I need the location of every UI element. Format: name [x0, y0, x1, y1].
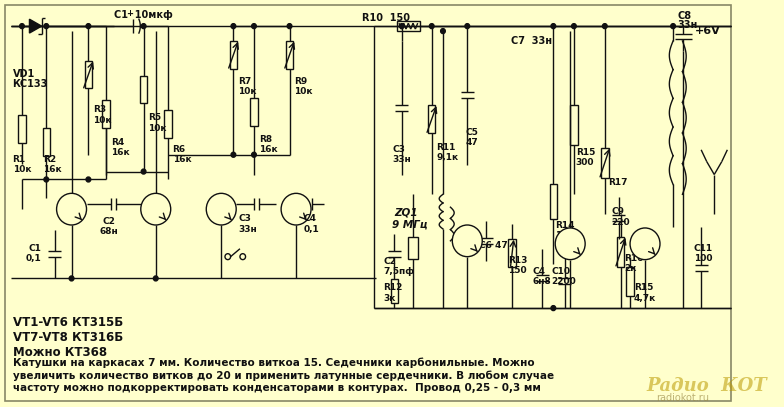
- Text: C9
220: C9 220: [612, 207, 630, 227]
- Text: R15
300: R15 300: [575, 148, 595, 167]
- Circle shape: [630, 228, 660, 260]
- Text: R4
16к: R4 16к: [111, 138, 129, 158]
- Circle shape: [671, 24, 676, 28]
- Bar: [18, 115, 26, 143]
- Circle shape: [602, 24, 607, 28]
- Bar: [397, 21, 419, 31]
- Bar: [601, 148, 608, 177]
- Text: 33н: 33н: [678, 20, 698, 30]
- Text: C6 47: C6 47: [478, 241, 507, 250]
- Text: увеличить количество витков до 20 и применить латунные сердечники. В любом случа: увеличить количество витков до 20 и прим…: [13, 370, 554, 381]
- Text: C3
33н: C3 33н: [238, 214, 257, 234]
- Bar: [509, 239, 516, 267]
- Text: C10
2200: C10 2200: [551, 267, 576, 286]
- Circle shape: [287, 24, 292, 28]
- Text: R14
100к: R14 100к: [555, 221, 580, 241]
- Circle shape: [551, 306, 556, 311]
- Circle shape: [441, 28, 445, 33]
- Bar: [140, 76, 147, 103]
- Text: C2
68н: C2 68н: [100, 217, 118, 236]
- Text: R8
16к: R8 16к: [259, 135, 278, 154]
- Text: R17: R17: [608, 177, 628, 186]
- Bar: [230, 41, 237, 69]
- Polygon shape: [30, 19, 42, 33]
- Text: R7
10к: R7 10к: [238, 77, 256, 96]
- Bar: [391, 279, 397, 303]
- Text: R13
150: R13 150: [509, 256, 528, 275]
- Circle shape: [206, 193, 236, 225]
- Text: C3
33н: C3 33н: [393, 145, 411, 164]
- Circle shape: [86, 177, 91, 182]
- Bar: [286, 41, 293, 69]
- Text: Катушки на каркасах 7 мм. Количество виткоа 15. Седечники карбонильные. Можно: Катушки на каркасах 7 мм. Количество вит…: [13, 358, 534, 368]
- Circle shape: [141, 24, 146, 28]
- Text: C1
0,1: C1 0,1: [26, 244, 42, 263]
- Text: C2
7,5пф: C2 7,5пф: [383, 257, 414, 276]
- Circle shape: [551, 24, 556, 28]
- Text: R12
3к: R12 3к: [383, 283, 402, 303]
- Circle shape: [240, 254, 245, 260]
- Circle shape: [56, 193, 86, 225]
- Circle shape: [252, 152, 256, 157]
- Text: R16
2к: R16 2к: [624, 254, 644, 273]
- Bar: [550, 184, 557, 219]
- Text: C5
47: C5 47: [466, 128, 478, 147]
- Circle shape: [225, 254, 230, 260]
- Text: Радио  КОТ: Радио КОТ: [647, 377, 768, 395]
- Circle shape: [400, 24, 404, 28]
- Text: R15
4,7к: R15 4,7к: [633, 283, 656, 303]
- Circle shape: [141, 193, 171, 225]
- Text: +6V: +6V: [695, 26, 720, 36]
- Circle shape: [465, 24, 470, 28]
- Text: R3
10к: R3 10к: [93, 105, 111, 125]
- Circle shape: [69, 276, 74, 281]
- Bar: [103, 101, 110, 128]
- Bar: [617, 237, 624, 267]
- Bar: [626, 267, 633, 296]
- Bar: [42, 128, 50, 156]
- Bar: [428, 105, 435, 133]
- Bar: [570, 105, 578, 145]
- Text: radiokot.ru: radiokot.ru: [656, 393, 710, 403]
- Text: C4
0,1: C4 0,1: [303, 214, 319, 234]
- Text: ZQ1: ZQ1: [394, 207, 418, 217]
- Text: КС133: КС133: [13, 79, 48, 89]
- Bar: [250, 98, 258, 126]
- Circle shape: [281, 193, 311, 225]
- Text: VT1-VT6 КТ315Б
VT7-VT8 КТ316Б
Можно КТ368: VT1-VT6 КТ315Б VT7-VT8 КТ316Б Можно КТ36…: [13, 316, 123, 359]
- Circle shape: [231, 152, 236, 157]
- Text: R1
10к: R1 10к: [13, 155, 31, 174]
- Text: частоту можно подкорректировать конденсаторами в контурах.  Провод 0,25 - 0,3 мм: частоту можно подкорректировать конденса…: [13, 383, 540, 393]
- Circle shape: [44, 177, 49, 182]
- Text: C7  33н: C7 33н: [511, 36, 553, 46]
- Circle shape: [572, 24, 576, 28]
- Text: 9 МГц: 9 МГц: [393, 219, 428, 229]
- Circle shape: [20, 24, 24, 28]
- Bar: [85, 61, 93, 88]
- Text: R2
16к: R2 16к: [43, 155, 62, 174]
- Circle shape: [452, 225, 482, 257]
- Text: R6
16к: R6 16к: [172, 145, 191, 164]
- Text: R10  150: R10 150: [361, 13, 409, 23]
- Circle shape: [555, 228, 585, 260]
- Circle shape: [44, 24, 49, 28]
- Text: R5
10к: R5 10к: [148, 113, 167, 133]
- Circle shape: [430, 24, 434, 28]
- Text: R9
10к: R9 10к: [294, 77, 313, 96]
- Bar: [164, 110, 172, 138]
- Text: R11
9,1к: R11 9,1к: [437, 143, 459, 162]
- Circle shape: [252, 24, 256, 28]
- Text: C11
100: C11 100: [694, 244, 713, 263]
- Text: +: +: [126, 9, 133, 18]
- Bar: [408, 237, 418, 258]
- Text: VD1: VD1: [13, 69, 34, 79]
- Circle shape: [86, 24, 91, 28]
- Text: C4
6н8: C4 6н8: [533, 267, 551, 286]
- Circle shape: [231, 24, 236, 28]
- Text: C1  10мкф: C1 10мкф: [114, 10, 172, 20]
- Circle shape: [154, 276, 158, 281]
- Text: C8: C8: [678, 11, 692, 21]
- Circle shape: [141, 169, 146, 174]
